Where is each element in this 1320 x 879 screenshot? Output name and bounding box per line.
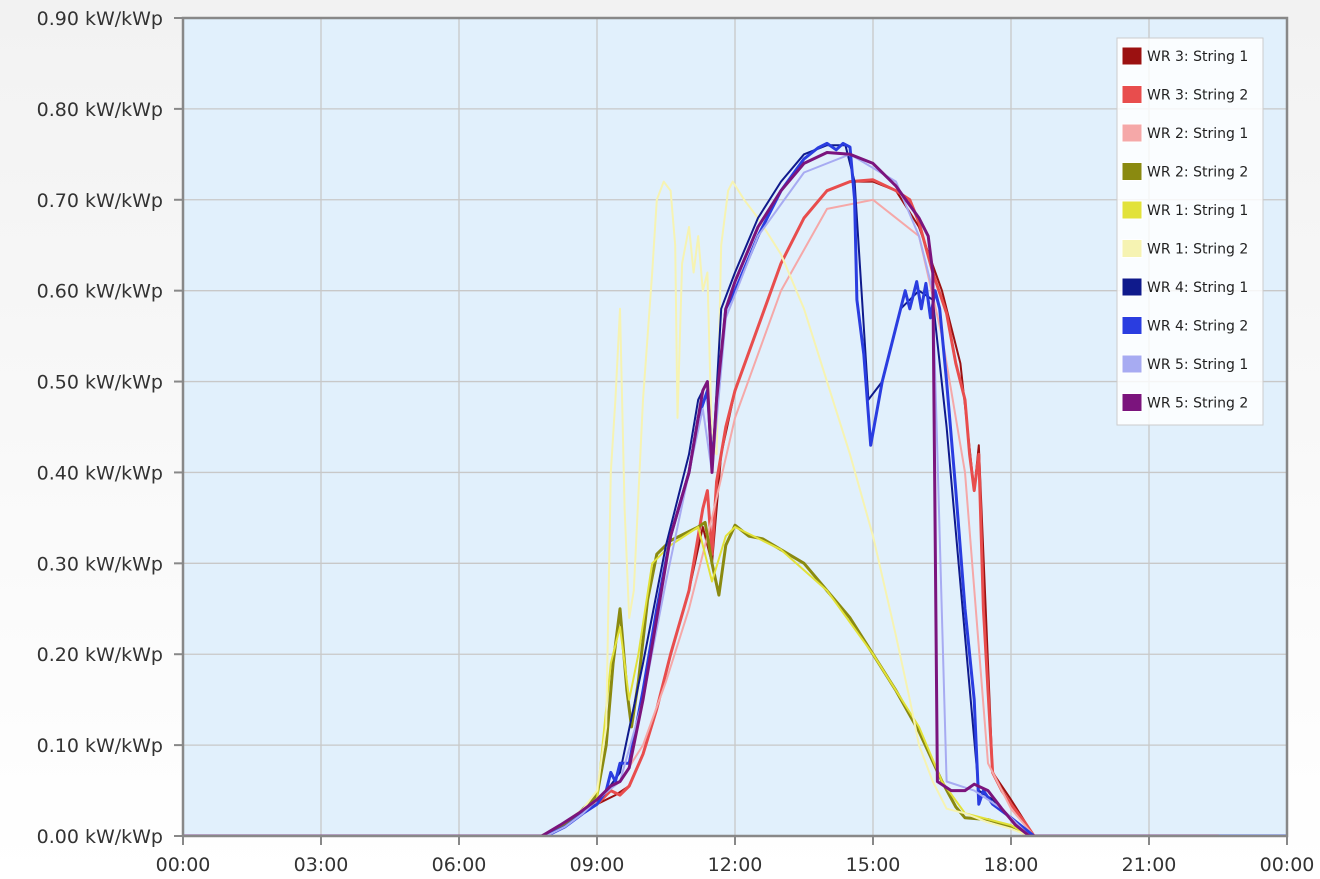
x-tick-label: 09:00: [570, 854, 625, 876]
y-tick-label: 0.10 kW/kWp: [37, 735, 163, 757]
legend-swatch[interactable]: [1121, 200, 1143, 220]
series-line-2[interactable]: [183, 178, 1287, 836]
x-axis: 00:00 03:00 06:00 09:00 12:00 15:00 18:00 21:00…: [156, 836, 1315, 876]
y-tick-label: 0.00 kW/kWp: [37, 826, 163, 848]
x-tick-label: 12:00: [708, 854, 763, 876]
x-tick-label: 06:00: [432, 854, 487, 876]
x-tick-label: 15:00: [846, 854, 901, 876]
legend-label[interactable]: WR 2: String 1: [1147, 126, 1248, 142]
x-tick-label: 03:00: [294, 854, 349, 876]
y-tick-label: 0.70 kW/kWp: [37, 190, 163, 212]
legend-label[interactable]: WR 1: String 2: [1147, 242, 1248, 258]
series-layer: [183, 141, 1287, 837]
legend-swatch[interactable]: [1121, 162, 1143, 181]
y-tick-label: 0.20 kW/kWp: [37, 644, 163, 666]
legend-swatch[interactable]: [1121, 354, 1143, 374]
legend-label[interactable]: WR 1: String 1: [1147, 203, 1248, 219]
legend-label[interactable]: WR 2: String 2: [1147, 165, 1248, 181]
x-tick-label: 21:00: [1122, 854, 1177, 876]
x-tick-label: 18:00: [984, 854, 1039, 876]
series-line-7[interactable]: [183, 144, 1287, 836]
y-tick-label: 0.50 kW/kWp: [37, 372, 163, 394]
y-axis: 0.00 kW/kWp 0.10 kW/kWp 0.20 kW/kWp 0.30 kW…: [37, 8, 183, 848]
legend-swatch[interactable]: [1121, 316, 1143, 335]
legend-swatch[interactable]: [1121, 85, 1143, 104]
legend-swatch[interactable]: [1121, 123, 1143, 143]
series-line-10[interactable]: [183, 151, 1220, 837]
legend-swatch[interactable]: [1121, 393, 1143, 412]
legend-swatch[interactable]: [1121, 46, 1143, 66]
legend-label[interactable]: WR 5: String 1: [1147, 357, 1248, 373]
legend-swatch[interactable]: [1121, 277, 1143, 297]
legend: WR 3: String 1 WR 3: String 2 WR 2: String…: [1116, 37, 1264, 426]
legend-label[interactable]: WR 3: String 2: [1147, 88, 1248, 104]
y-tick-label: 0.80 kW/kWp: [37, 99, 163, 121]
legend-label[interactable]: WR 4: String 2: [1147, 319, 1248, 335]
legend-label[interactable]: WR 5: String 2: [1147, 396, 1248, 412]
y-tick-label: 0.60 kW/kWp: [37, 281, 163, 303]
y-tick-label: 0.30 kW/kWp: [37, 553, 163, 575]
x-tick-label: 00:00: [156, 854, 211, 876]
legend-label[interactable]: WR 3: String 1: [1147, 49, 1248, 65]
legend-label[interactable]: WR 4: String 1: [1147, 280, 1248, 296]
y-tick-label: 0.90 kW/kWp: [37, 8, 163, 30]
legend-swatch[interactable]: [1121, 239, 1143, 258]
y-tick-label: 0.40 kW/kWp: [37, 462, 163, 484]
series-line-6[interactable]: [183, 180, 1287, 836]
x-tick-label: 00:00: [1260, 854, 1315, 876]
